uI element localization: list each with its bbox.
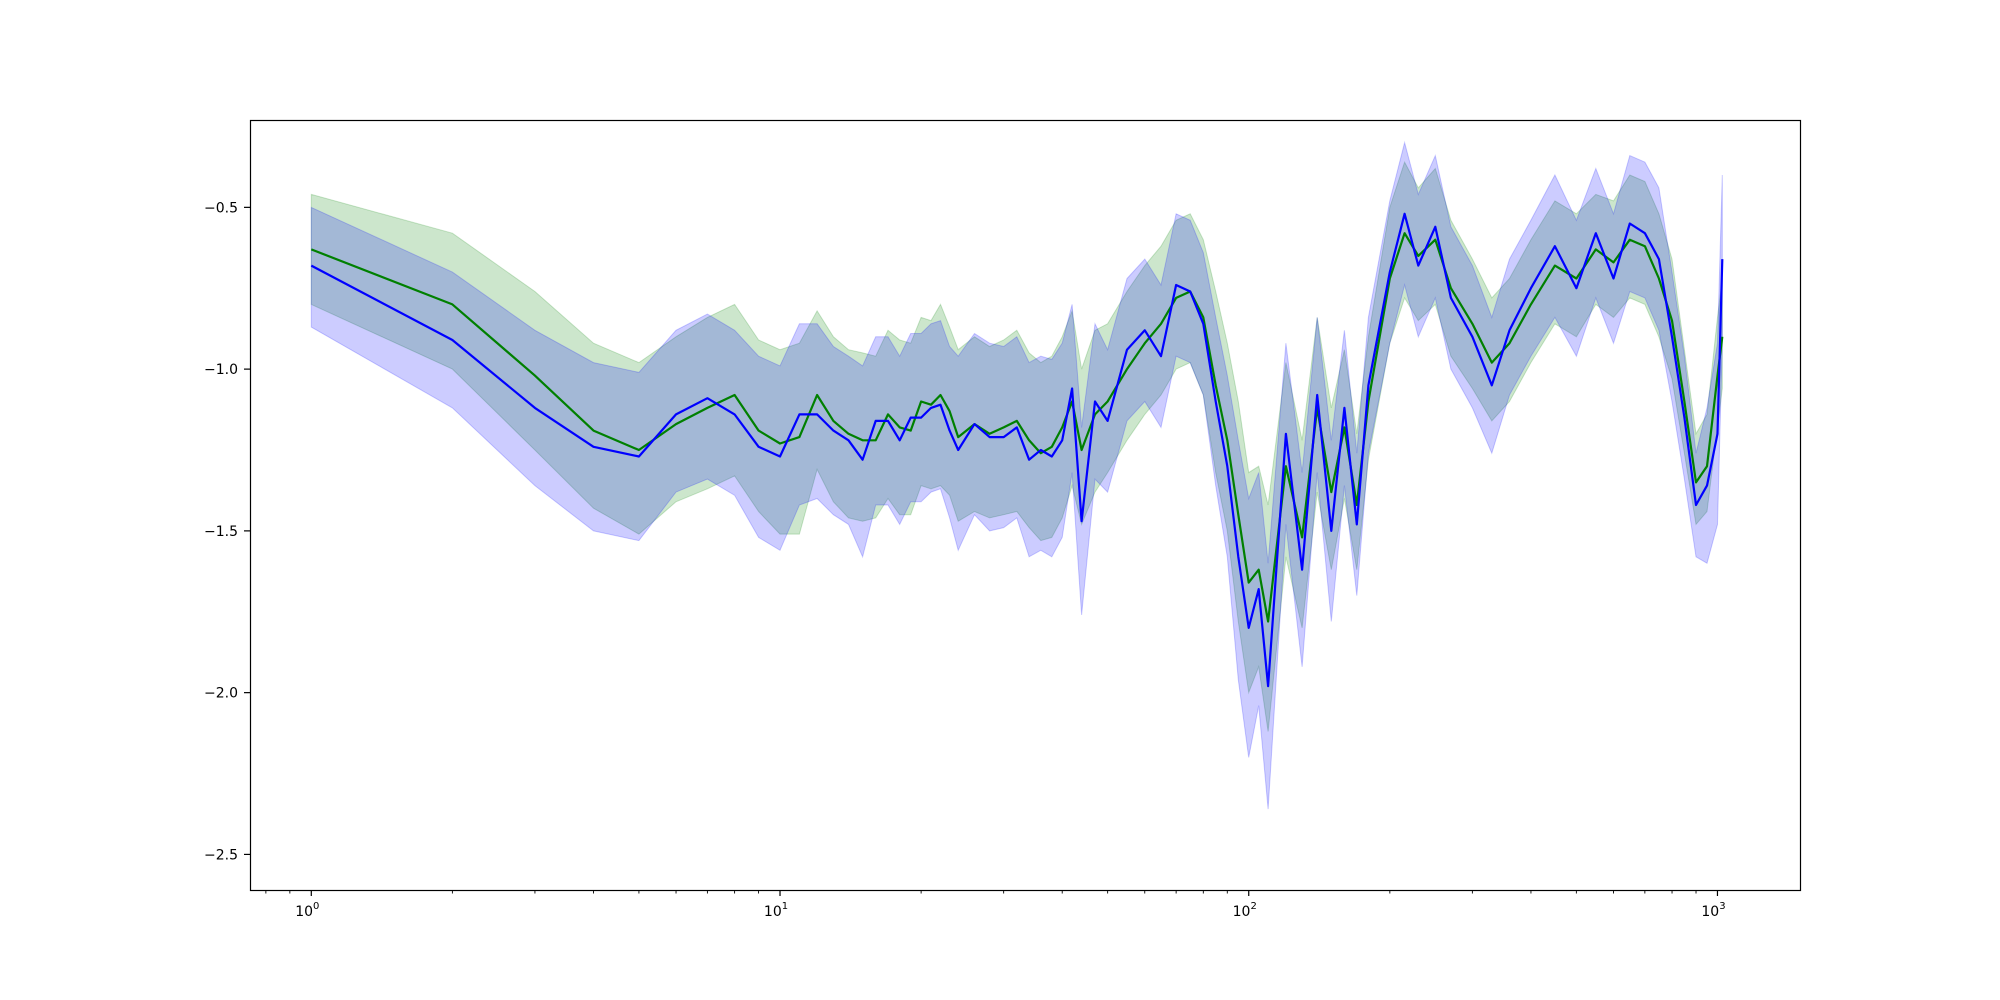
y-tick-label: −2.0 [204,686,238,702]
plot-frame [249,119,1802,892]
y-tick-label: −2.5 [204,847,238,863]
y-tick-label: −0.5 [204,200,238,216]
series-2-line [310,212,1724,688]
y-tick-label: −1.0 [204,362,238,378]
series-1-line [310,232,1724,623]
series-lines [310,212,1724,688]
series-1-band [310,160,1723,732]
y-axis: −0.5 −1.0 −1.5 −2.0 −2.5 [204,200,250,863]
y-tick-label: −1.5 [204,524,238,540]
